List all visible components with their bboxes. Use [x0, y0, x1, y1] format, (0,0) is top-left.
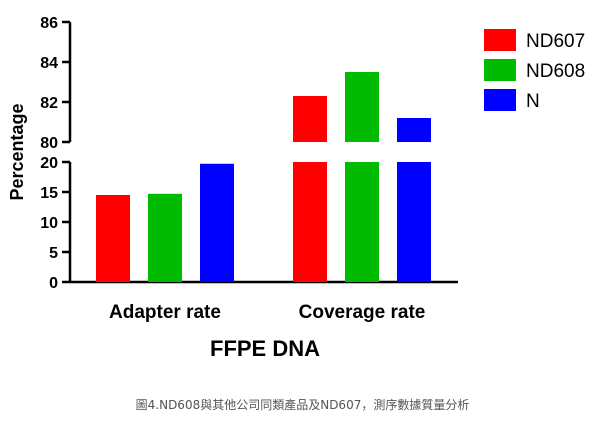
- y-tick-label: 5: [49, 245, 58, 262]
- y-tick-labels: 80 82 84 86 0 5 10 15 20: [40, 15, 58, 292]
- bar-nd608-adapter-rate: [148, 193, 182, 282]
- bar-nd607-coverage-rate-lower: [293, 162, 327, 282]
- x-category-label: Coverage rate: [299, 302, 426, 323]
- y-axis-label: Percentage: [7, 103, 27, 200]
- legend-label-nd608: ND608: [526, 61, 585, 82]
- bar-chart: 80 82 84 86 0 5 10 15 20 Adapter rate Coverage ra…: [7, 15, 585, 361]
- bar-n-coverage-rate-lower: [397, 162, 431, 282]
- y-tick-label: 15: [40, 185, 58, 202]
- y-tick-label: 86: [40, 15, 58, 32]
- y-tick-label: 10: [40, 215, 58, 232]
- y-tick-label: 84: [40, 55, 58, 72]
- axes: [62, 20, 458, 284]
- figure-caption: 圖4.ND608與其他公司同類產品及ND607，測序數據質量分析: [135, 398, 470, 412]
- bar-nd608-coverage-rate-upper: [345, 72, 379, 142]
- bar-nd607-adapter-rate: [96, 195, 130, 282]
- bars: [96, 72, 431, 282]
- bar-nd607-coverage-rate-upper: [293, 96, 327, 142]
- y-tick-label: 0: [49, 275, 58, 292]
- y-tick-label: 20: [40, 155, 58, 172]
- x-category-labels: Adapter rate Coverage rate: [109, 302, 425, 323]
- y-tick-label: 82: [40, 95, 58, 112]
- legend-label-n: N: [526, 91, 540, 112]
- bar-n-adapter-rate: [200, 163, 234, 282]
- bar-nd608-coverage-rate-lower: [345, 162, 379, 282]
- legend-swatch-nd607: [484, 29, 516, 51]
- x-axis-label: FFPE DNA: [210, 336, 320, 361]
- legend-label-nd607: ND607: [526, 31, 585, 52]
- x-category-label: Adapter rate: [109, 302, 221, 323]
- legend: ND607 ND608 N: [484, 29, 585, 112]
- bar-n-coverage-rate-upper: [397, 118, 431, 142]
- legend-swatch-nd608: [484, 59, 516, 81]
- legend-swatch-n: [484, 89, 516, 111]
- y-tick-label: 80: [40, 135, 58, 152]
